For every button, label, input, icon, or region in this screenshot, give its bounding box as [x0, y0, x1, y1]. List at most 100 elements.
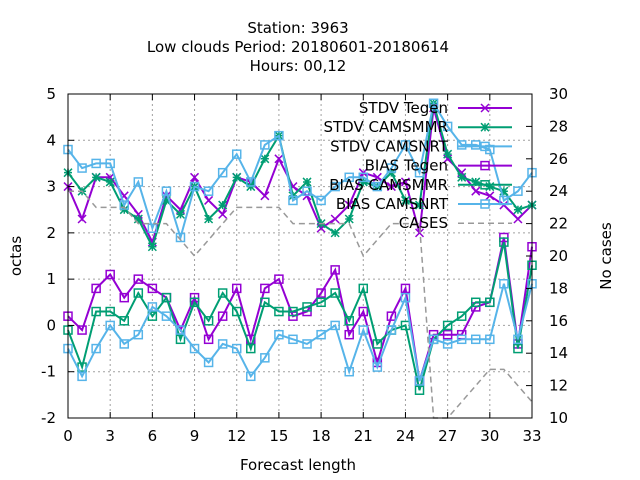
data-point — [330, 320, 340, 331]
data-point — [456, 334, 467, 345]
series-5 — [63, 279, 537, 386]
data-point — [231, 283, 242, 294]
data-point — [217, 288, 228, 298]
y-tick-label: 3 — [46, 178, 56, 196]
data-point — [189, 343, 200, 354]
y2-tick-label: 14 — [549, 344, 568, 362]
data-point — [91, 158, 101, 169]
legend-label: STDV CAMSMMR — [323, 118, 448, 136]
data-point — [232, 172, 242, 182]
legend-label: BIAS Tegen — [365, 157, 448, 175]
y-tick-label: 0 — [46, 316, 56, 334]
data-point — [218, 200, 228, 210]
data-point — [471, 334, 481, 345]
data-point — [203, 316, 214, 326]
series-line — [67, 103, 533, 250]
data-point — [386, 311, 397, 321]
data-point — [414, 376, 425, 386]
data-point — [499, 186, 509, 196]
data-point — [77, 214, 87, 224]
data-point — [161, 186, 172, 196]
data-point — [161, 292, 172, 303]
legend-label: BIAS CAMSNRT — [336, 195, 449, 213]
series-line — [67, 100, 533, 242]
data-point — [77, 371, 87, 382]
data-point — [485, 297, 495, 308]
data-point — [358, 283, 369, 294]
data-point — [428, 98, 439, 109]
data-point — [274, 154, 284, 164]
data-point — [274, 274, 284, 284]
data-point — [372, 339, 383, 349]
y-axis-label: octas — [7, 236, 25, 276]
series-line — [67, 241, 533, 391]
data-point — [428, 334, 439, 345]
data-point — [400, 283, 411, 294]
data-point — [442, 339, 453, 349]
data-point — [288, 195, 298, 206]
data-point — [260, 191, 270, 201]
data-point — [302, 339, 312, 349]
data-point — [175, 334, 186, 345]
data-point — [456, 311, 467, 321]
data-point — [119, 339, 129, 349]
y2-tick-label: 22 — [549, 215, 568, 233]
data-point — [386, 182, 396, 192]
y-tick-label: 4 — [46, 131, 56, 149]
data-point — [77, 325, 87, 335]
y-tick-label: -1 — [41, 363, 56, 381]
data-point — [217, 311, 228, 321]
legend-marker — [480, 103, 490, 113]
data-point — [485, 191, 495, 201]
x-tick-label: 21 — [354, 427, 373, 445]
data-point — [471, 140, 481, 150]
data-point — [330, 214, 340, 224]
data-point — [485, 334, 495, 345]
data-point — [316, 195, 326, 206]
data-point — [91, 172, 101, 182]
data-point — [344, 329, 354, 340]
data-point — [358, 306, 369, 317]
grid — [68, 94, 532, 418]
data-point — [288, 306, 298, 317]
data-point — [386, 163, 397, 173]
data-point — [105, 306, 115, 317]
data-point — [119, 200, 129, 210]
data-point — [344, 214, 354, 224]
data-point — [133, 214, 143, 224]
data-point — [344, 316, 354, 326]
chart-title: Station: 3963 Low clouds Period: 2018060… — [147, 19, 449, 75]
data-point — [133, 329, 144, 340]
y2-tick-label: 26 — [549, 150, 568, 168]
data-point — [119, 316, 129, 326]
data-point — [260, 297, 270, 308]
x-tick-label: 30 — [480, 427, 499, 445]
data-point — [372, 362, 383, 372]
data-point — [302, 177, 312, 187]
data-point — [231, 306, 242, 317]
data-point — [203, 186, 214, 196]
data-point — [147, 302, 158, 312]
y-tick-label: 2 — [46, 224, 56, 242]
data-point — [372, 172, 382, 182]
data-point — [91, 306, 101, 317]
data-point — [274, 130, 284, 141]
data-point — [330, 228, 340, 238]
y-tick-label: 1 — [46, 270, 56, 288]
x-tick-label: 6 — [148, 427, 158, 445]
data-point — [443, 149, 453, 159]
x-tick-label: 18 — [312, 427, 331, 445]
data-point — [133, 288, 144, 298]
data-point — [231, 343, 242, 354]
data-point — [119, 292, 129, 303]
y2-axis-label: No cases — [597, 222, 615, 290]
data-point — [442, 121, 453, 132]
data-point — [485, 182, 495, 192]
data-point — [175, 209, 186, 219]
data-point — [471, 177, 481, 187]
data-point — [175, 232, 186, 243]
data-point — [288, 334, 298, 345]
data-point — [246, 371, 256, 382]
data-point — [218, 209, 228, 219]
data-point — [190, 172, 200, 182]
